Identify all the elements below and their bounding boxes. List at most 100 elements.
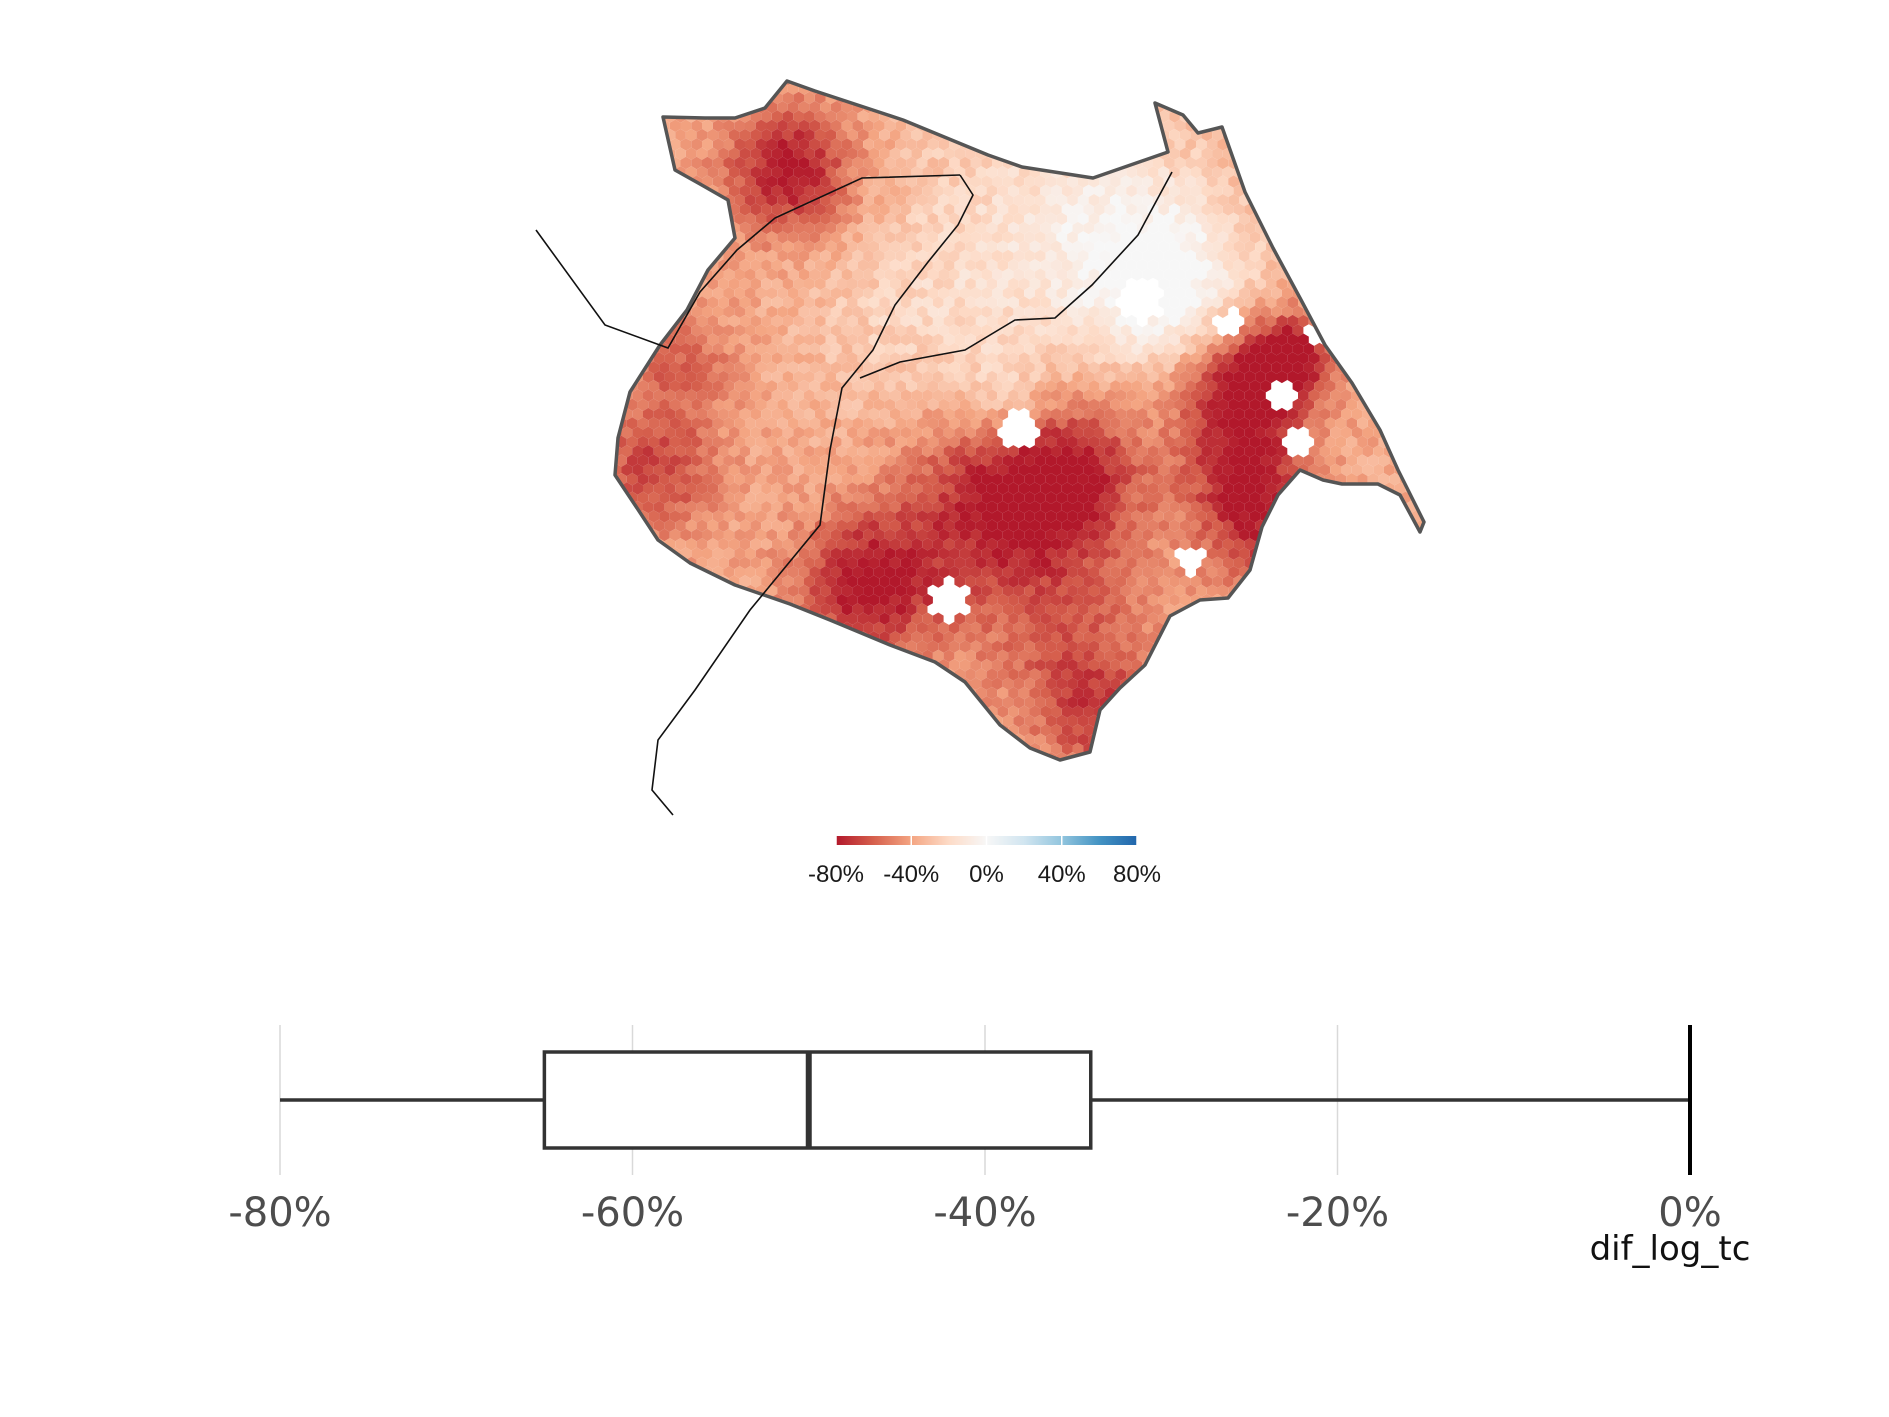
hex-cell bbox=[1330, 649, 1341, 663]
hex-cell bbox=[669, 528, 681, 542]
hex-cell bbox=[1008, 203, 1019, 216]
hex-cell bbox=[1303, 64, 1314, 76]
hex-cell bbox=[702, 82, 713, 95]
hex-cell bbox=[1287, 575, 1298, 588]
hex-cell bbox=[975, 519, 987, 532]
hex-cell bbox=[1029, 463, 1041, 477]
hex-cell bbox=[889, 631, 901, 644]
hex-cell bbox=[1405, 184, 1417, 198]
hex-cell bbox=[659, 640, 670, 653]
hex-cell bbox=[986, 426, 998, 439]
hex-cell bbox=[884, 510, 896, 523]
hex-cell bbox=[1239, 287, 1250, 300]
hex-cell bbox=[1212, 631, 1223, 644]
hex-cell bbox=[728, 538, 740, 551]
hex-cell bbox=[943, 370, 955, 384]
hex-cell bbox=[1056, 324, 1068, 337]
hex-cell bbox=[1228, 510, 1239, 523]
hex-cell bbox=[1115, 631, 1127, 644]
hex-cell bbox=[959, 473, 971, 486]
hex-cell bbox=[938, 435, 949, 449]
hex-cell bbox=[1040, 333, 1051, 346]
hex-cell bbox=[863, 417, 874, 430]
hex-cell bbox=[680, 659, 692, 672]
hex-cell bbox=[992, 566, 1003, 579]
hex-cell bbox=[643, 370, 654, 384]
hex-cell bbox=[825, 277, 837, 291]
hex-cell bbox=[1405, 81, 1417, 86]
hex-cell bbox=[997, 314, 1009, 328]
hex-cell bbox=[1120, 342, 1132, 356]
hex-cell bbox=[932, 556, 944, 570]
hex-cell bbox=[986, 612, 998, 625]
hex-cell bbox=[1255, 314, 1266, 328]
hex-cell bbox=[900, 612, 912, 625]
hex-cell bbox=[723, 305, 735, 318]
hex-cell bbox=[1061, 426, 1073, 439]
hex-cell bbox=[616, 528, 627, 542]
hex-cell bbox=[1013, 119, 1025, 132]
hex-cell bbox=[1357, 510, 1368, 523]
hex-cell bbox=[1233, 81, 1245, 86]
hex-cell bbox=[1131, 138, 1143, 151]
hex-cell bbox=[992, 194, 1003, 207]
hex-cell bbox=[1239, 603, 1250, 616]
hex-cell bbox=[1298, 500, 1309, 514]
hex-cell bbox=[1367, 640, 1379, 653]
hex-cell bbox=[745, 659, 756, 672]
hex-cell bbox=[986, 370, 998, 384]
hex-cell bbox=[1099, 454, 1111, 467]
hex-cell bbox=[1244, 631, 1256, 644]
hex-cell bbox=[643, 538, 654, 551]
hex-cell bbox=[669, 640, 681, 653]
hex-cell bbox=[1136, 575, 1148, 588]
hex-cell bbox=[664, 81, 676, 86]
hex-cell bbox=[879, 519, 890, 532]
hex-cell bbox=[702, 398, 713, 411]
hex-cell bbox=[1040, 593, 1051, 607]
hex-cell bbox=[1169, 91, 1180, 105]
hex-cell bbox=[621, 593, 633, 607]
hex-cell bbox=[777, 305, 788, 318]
hex-cell bbox=[1367, 566, 1379, 579]
hex-cell bbox=[1008, 221, 1019, 235]
hex-cell bbox=[637, 603, 649, 616]
hex-cell bbox=[1260, 101, 1272, 114]
hex-cell bbox=[615, 296, 622, 309]
hex-cell bbox=[814, 407, 826, 421]
hex-cell bbox=[771, 426, 783, 439]
hex-cell bbox=[879, 463, 890, 477]
hex-cell bbox=[626, 454, 638, 467]
hex-cell bbox=[1217, 82, 1229, 95]
hex-cell bbox=[675, 463, 686, 477]
hex-cell bbox=[702, 212, 713, 225]
hex-cell bbox=[702, 287, 713, 300]
hex-cell bbox=[1281, 528, 1293, 542]
hex-cell bbox=[836, 352, 847, 365]
hex-cell bbox=[728, 612, 740, 625]
hex-cell bbox=[1024, 584, 1035, 597]
hex-cell bbox=[1029, 575, 1041, 588]
hex-cell bbox=[954, 463, 966, 477]
hex-cell bbox=[1319, 81, 1331, 86]
hex-cell bbox=[1271, 435, 1282, 449]
hex-cell bbox=[932, 91, 944, 105]
hex-cell bbox=[669, 231, 681, 244]
hex-cell bbox=[637, 194, 649, 207]
hex-cell bbox=[1217, 510, 1229, 523]
hex-cell bbox=[1110, 528, 1121, 542]
hex-cell bbox=[1292, 342, 1304, 356]
hex-cell bbox=[986, 538, 998, 551]
hex-cell bbox=[1013, 194, 1025, 207]
hex-cell bbox=[1287, 184, 1298, 198]
hex-cell bbox=[1308, 463, 1320, 477]
hex-cell bbox=[1383, 296, 1395, 309]
hex-cell bbox=[1013, 528, 1025, 542]
hex-cell bbox=[685, 370, 697, 384]
hex-cell bbox=[1298, 538, 1309, 551]
hex-cell bbox=[766, 417, 778, 430]
hex-cell bbox=[1314, 156, 1325, 170]
hex-cell bbox=[632, 81, 643, 86]
hex-cell bbox=[1421, 268, 1424, 281]
hex-cell bbox=[1255, 649, 1266, 663]
